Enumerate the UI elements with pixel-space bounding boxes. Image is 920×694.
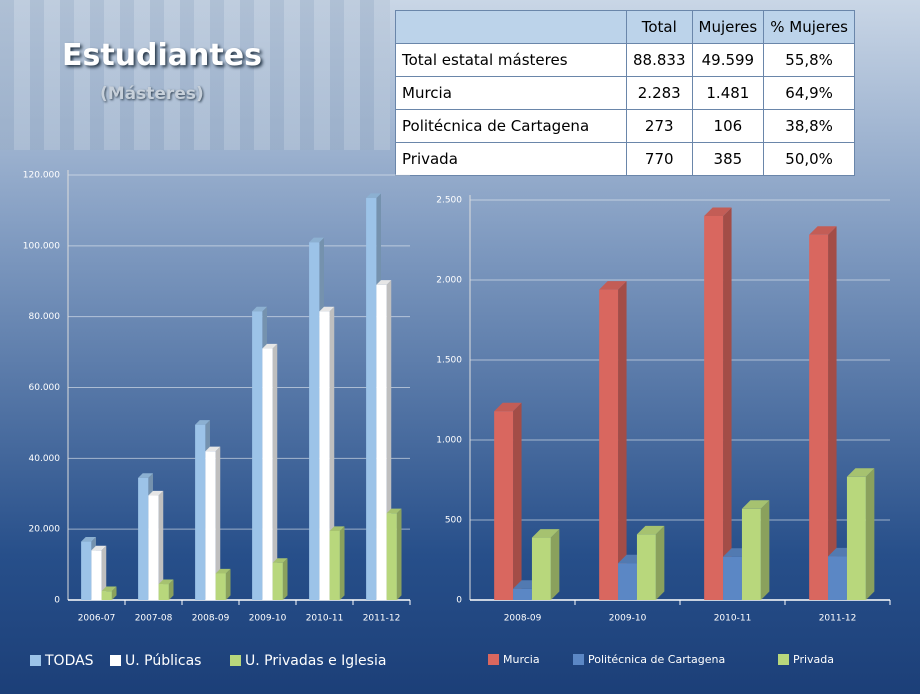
legend-swatch bbox=[30, 655, 41, 666]
y-tick-label: 0 bbox=[54, 596, 60, 606]
bar bbox=[91, 550, 101, 600]
bar bbox=[262, 349, 272, 600]
bar bbox=[330, 531, 340, 600]
bar bbox=[252, 311, 262, 600]
legend-swatch bbox=[573, 654, 584, 665]
y-tick-label: 20.000 bbox=[29, 525, 61, 535]
legend-swatch bbox=[488, 654, 499, 665]
bar bbox=[81, 542, 91, 600]
x-tick-label: 2008-09 bbox=[192, 614, 230, 624]
legend-label: Privada bbox=[793, 653, 834, 666]
x-tick-label: 2007-08 bbox=[135, 614, 173, 624]
legend-label: Politécnica de Cartagena bbox=[588, 653, 725, 666]
bar bbox=[376, 285, 386, 600]
bar bbox=[319, 311, 329, 600]
bar bbox=[159, 584, 169, 600]
legend-swatch bbox=[778, 654, 789, 665]
x-tick-label: 2009-10 bbox=[609, 614, 647, 624]
x-tick-label: 2011-12 bbox=[819, 614, 857, 624]
bar-side bbox=[283, 558, 288, 600]
x-tick-label: 2006-07 bbox=[78, 614, 116, 624]
bar-side bbox=[828, 226, 837, 600]
y-tick-label: 80.000 bbox=[29, 312, 61, 322]
bar bbox=[387, 513, 397, 600]
bar bbox=[513, 589, 532, 600]
bar bbox=[273, 563, 283, 600]
x-tick-label: 2011-12 bbox=[363, 614, 401, 624]
bar bbox=[148, 496, 158, 600]
legend-label: TODAS bbox=[44, 653, 94, 669]
y-tick-label: 100.000 bbox=[23, 241, 60, 251]
bar bbox=[102, 591, 112, 600]
legend-label: U. Públicas bbox=[125, 653, 201, 669]
bar bbox=[599, 290, 618, 600]
bar-side bbox=[226, 569, 231, 600]
bar-side bbox=[340, 526, 345, 600]
bar bbox=[138, 478, 148, 600]
bar-side bbox=[723, 207, 732, 600]
y-tick-label: 2.000 bbox=[436, 276, 462, 286]
y-tick-label: 0 bbox=[456, 596, 462, 606]
legend-label: U. Privadas e Iglesia bbox=[245, 653, 386, 669]
bar bbox=[532, 538, 551, 600]
legend-swatch bbox=[230, 655, 241, 666]
bar bbox=[809, 235, 828, 600]
legend-label: Murcia bbox=[503, 653, 540, 666]
bar bbox=[309, 242, 319, 600]
bar bbox=[637, 534, 656, 600]
slide: Estudiantes (Másteres) Total Mujeres % M… bbox=[0, 0, 920, 694]
bar bbox=[618, 563, 637, 600]
x-tick-label: 2009-10 bbox=[249, 614, 287, 624]
bar bbox=[494, 411, 513, 600]
bar-side bbox=[866, 468, 875, 600]
bar-side bbox=[397, 509, 402, 600]
bar bbox=[742, 509, 761, 600]
bar bbox=[366, 198, 376, 600]
bar bbox=[195, 425, 205, 600]
charts: 0 20.000 40.000 60.000 80.000 100.000 120.000 2… bbox=[0, 0, 920, 694]
bar-side bbox=[761, 500, 770, 600]
y-tick-label: 40.000 bbox=[29, 454, 61, 464]
bar bbox=[723, 557, 742, 600]
bar-side bbox=[618, 281, 627, 600]
bar-side bbox=[551, 529, 560, 600]
x-tick-label: 2010-11 bbox=[714, 614, 752, 624]
bar bbox=[847, 477, 866, 600]
bar bbox=[704, 216, 723, 600]
x-tick-label: 2008-09 bbox=[504, 614, 542, 624]
y-tick-label: 60.000 bbox=[29, 383, 61, 393]
bar bbox=[205, 451, 215, 600]
y-tick-label: 1.500 bbox=[436, 356, 462, 366]
y-tick-label: 120.000 bbox=[23, 171, 60, 181]
bar-side bbox=[656, 526, 665, 600]
bar bbox=[216, 573, 226, 600]
y-tick-label: 2.500 bbox=[436, 196, 462, 206]
bar-side bbox=[513, 403, 522, 600]
y-tick-label: 500 bbox=[445, 516, 462, 526]
y-tick-label: 1.000 bbox=[436, 436, 462, 446]
bar bbox=[828, 556, 847, 600]
x-tick-label: 2010-11 bbox=[306, 614, 344, 624]
legend-swatch bbox=[110, 655, 121, 666]
